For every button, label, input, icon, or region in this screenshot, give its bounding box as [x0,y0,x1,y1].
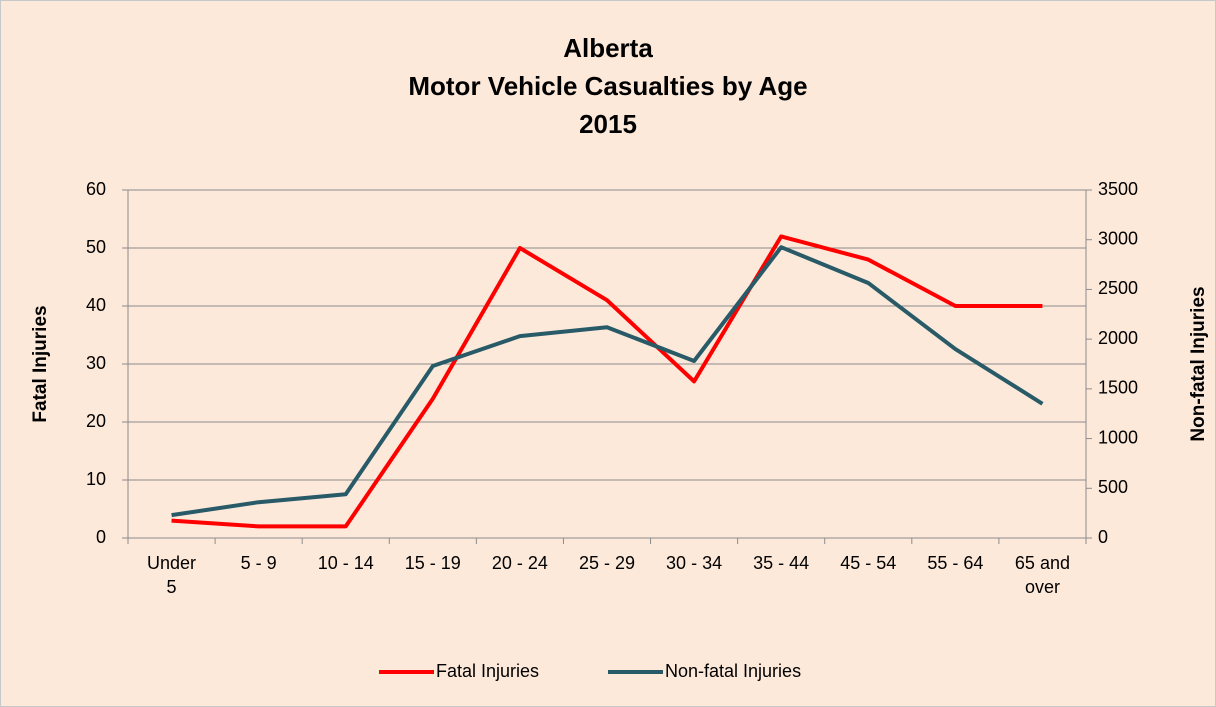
x-tick-label: 5 - 9 [240,553,277,573]
x-tick-label: 20 - 24 [491,553,548,573]
y2-tick-label: 500 [1098,477,1128,497]
y-tick-label: 10 [86,469,106,489]
x-tick-label: 30 - 34 [666,553,723,573]
chart-title: Alberta Motor Vehicle Casualties by Age … [408,33,808,139]
x-tick-label: 25 - 29 [578,553,636,573]
y2-tick-label: 3000 [1098,228,1138,248]
x-tick-label: 15 - 19 [404,553,461,573]
x-tick-label: 10 - 14 [317,553,374,573]
y-tick-label: 30 [86,353,106,373]
legend-label: Fatal Injuries [436,661,539,681]
y2-tick-label: 2000 [1098,328,1138,348]
x-tick-label: 55 - 64 [927,553,984,573]
y2-tick-label: 3500 [1098,179,1138,199]
y-tick-label: 20 [86,411,106,431]
y-tick-label: 50 [86,237,106,257]
series-line [171,234,1043,529]
series-line [171,245,1044,518]
y-tick-label: 0 [96,527,106,547]
x-tick-label: 35 - 44 [753,553,810,573]
y2-tick-label: 1500 [1098,378,1138,398]
y2-tick-label: 1000 [1098,427,1138,447]
y2-tick-label: 2500 [1098,278,1138,298]
x-tick-label: Under 5 [147,553,197,597]
y-tick-label: 40 [86,295,106,315]
y-tick-label: 60 [86,179,106,199]
y2-tick-label: 0 [1098,527,1108,547]
x-tick-label: 65 and over [1014,553,1070,597]
legend-label: Non-fatal Injuries [665,661,801,681]
x-tick-label: 45 - 54 [840,553,897,573]
